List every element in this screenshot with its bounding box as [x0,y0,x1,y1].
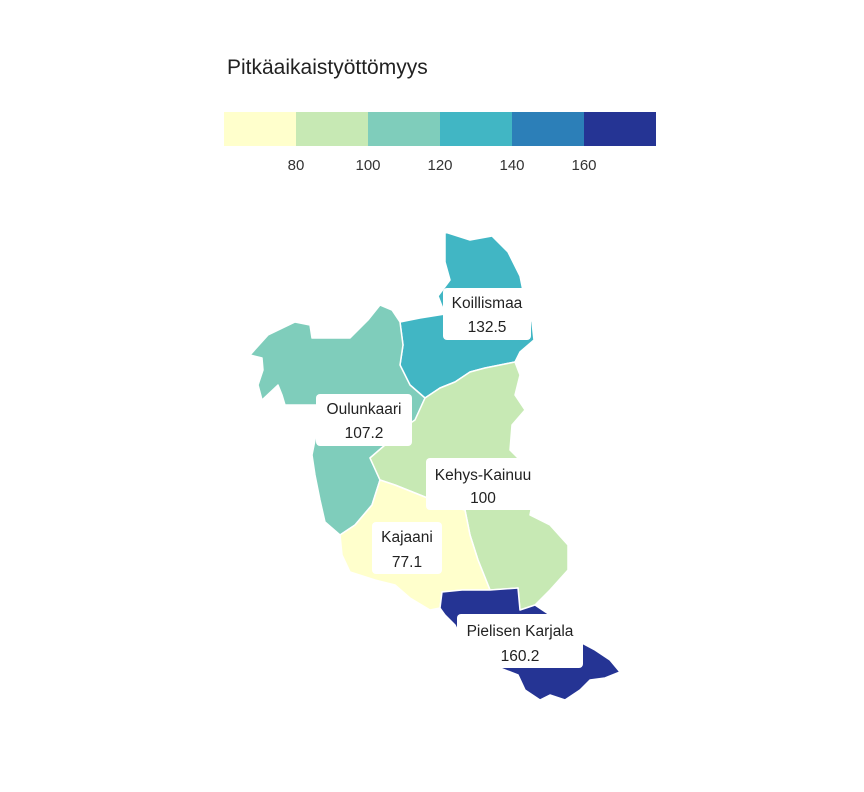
legend-tick-label: 80 [288,157,305,174]
color-scale-legend: 80 100 120 140 160 [224,112,656,174]
legend-bin-3 [368,112,440,146]
region-value: 160.2 [501,648,540,665]
label-box [457,614,583,668]
label-box [316,394,412,446]
legend-bin-4 [440,112,512,146]
label-oulunkaari: Oulunkaari 107.2 [316,394,412,446]
legend-tick-label: 100 [355,157,380,174]
legend-tick-label: 160 [571,157,596,174]
region-name: Kajaani [381,529,433,546]
label-pielisen-karjala: Pielisen Karjala 160.2 [457,614,583,668]
legend-bin-1 [224,112,296,146]
label-koillismaa: Koillismaa 132.5 [443,288,531,340]
region-value: 132.5 [468,319,507,336]
region-value: 100 [470,490,496,507]
legend-tick-label: 120 [427,157,452,174]
legend-bin-5 [512,112,584,146]
label-box [372,522,442,574]
legend-tick-label: 140 [499,157,524,174]
region-name: Kehys-Kainuu [435,467,532,484]
region-name: Koillismaa [452,295,523,312]
region-value: 77.1 [392,554,422,571]
region-labels: Koillismaa 132.5 Oulunkaari 107.2 Kehys-… [316,288,583,668]
label-box [426,458,540,510]
region-value: 107.2 [345,425,384,442]
legend-bin-2 [296,112,368,146]
legend-bin-6 [584,112,656,146]
label-kehys-kainuu: Kehys-Kainuu 100 [426,458,540,510]
region-name: Oulunkaari [327,401,402,418]
region-name: Pielisen Karjala [467,623,574,640]
legend-title: Pitkäaikaistyöttömyys [227,56,428,79]
label-box [443,288,531,340]
label-kajaani: Kajaani 77.1 [372,522,442,574]
